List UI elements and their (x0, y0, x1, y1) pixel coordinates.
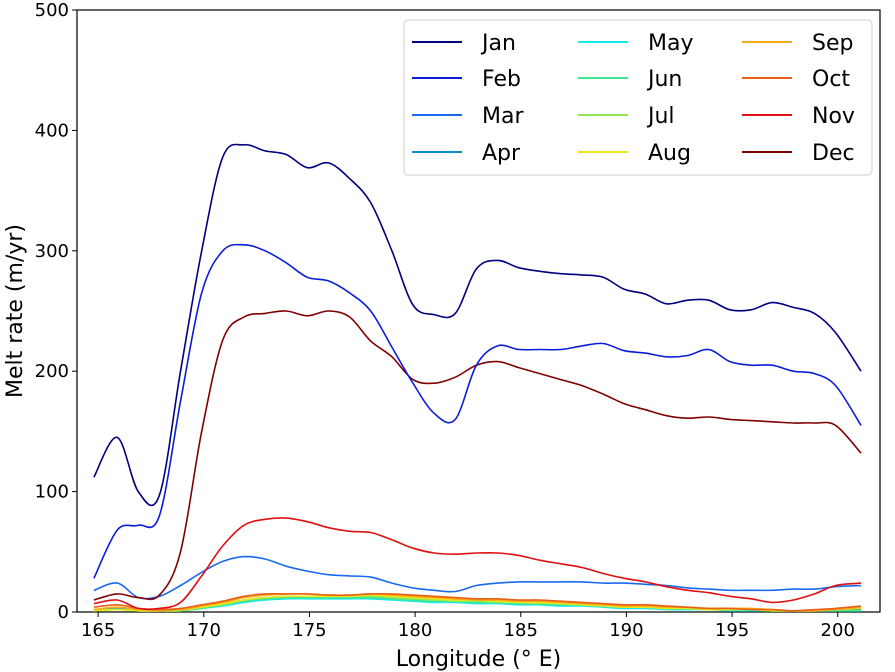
legend-label: Apr (482, 141, 521, 166)
legend-entry-dec: Dec (742, 141, 855, 166)
legend-label: Nov (812, 104, 855, 129)
series-line-feb (93, 243, 862, 579)
legend-entry-jul: Jul (578, 104, 675, 129)
legend-box (403, 19, 873, 176)
x-tick-label: 165 (81, 620, 115, 641)
legend-entry-mar: Mar (412, 104, 524, 129)
series-line-jan (93, 143, 862, 507)
y-tick-label: 400 (35, 120, 69, 141)
legend-label: Mar (482, 104, 524, 129)
legend-label: May (648, 31, 693, 56)
y-tick-label: 200 (35, 361, 69, 382)
x-tick-label: 170 (187, 620, 221, 641)
legend-entry-jan: Jan (412, 31, 516, 56)
legend-entry-nov: Nov (742, 104, 855, 129)
legend-label: Feb (482, 67, 521, 92)
y-tick-label: 500 (35, 0, 69, 21)
x-tick-label: 195 (715, 620, 749, 641)
legend-label: Oct (812, 67, 850, 92)
x-axis: 165 170 175 180 185 190 195 200 (81, 612, 855, 641)
legend-entry-feb: Feb (412, 67, 521, 92)
legend-entry-sep: Sep (742, 31, 853, 56)
y-tick-label: 100 (35, 482, 69, 503)
x-tick-label: 180 (398, 620, 432, 641)
x-tick-label: 185 (504, 620, 538, 641)
series-line-may (93, 597, 861, 612)
x-tick-label: 175 (292, 620, 326, 641)
legend-label: Jul (646, 104, 675, 129)
x-axis-title: Longitude (° E) (396, 647, 561, 672)
legend-label: Jan (480, 31, 516, 56)
legend-label: Jun (646, 67, 682, 92)
series-layer (93, 143, 862, 612)
y-axis: 0 100 200 300 400 500 (35, 0, 77, 623)
legend-entry-apr: Apr (412, 141, 521, 166)
series-line-oct (93, 592, 862, 612)
series-line-mar (93, 555, 862, 600)
legend-label: Dec (812, 141, 855, 166)
legend-entry-jun: Jun (578, 67, 682, 92)
series-line-dec (93, 310, 862, 601)
x-tick-label: 200 (821, 620, 855, 641)
legend-entry-oct: Oct (742, 67, 850, 92)
legend: Jan Feb Mar Apr May Jun Jul Aug Sep Oct Nov Dec (403, 19, 873, 176)
series-line-nov (93, 517, 862, 611)
legend-label: Sep (812, 31, 853, 56)
y-tick-label: 0 (58, 602, 69, 623)
x-tick-label: 190 (609, 620, 643, 641)
y-tick-label: 300 (35, 241, 69, 262)
plot-frame (76, 9, 881, 613)
legend-entry-may: May (578, 31, 693, 56)
legend-label: Aug (648, 141, 691, 166)
legend-entry-aug: Aug (578, 141, 691, 166)
y-axis-title: Melt rate (m/yr) (3, 224, 28, 398)
